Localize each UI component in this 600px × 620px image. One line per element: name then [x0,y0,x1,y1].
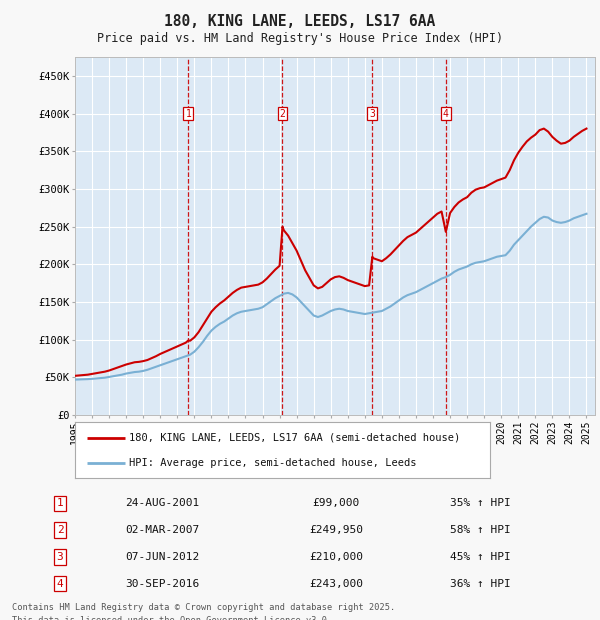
Text: 45% ↑ HPI: 45% ↑ HPI [449,552,511,562]
Text: Contains HM Land Registry data © Crown copyright and database right 2025.: Contains HM Land Registry data © Crown c… [12,603,395,612]
Text: 3: 3 [56,552,64,562]
Text: 3: 3 [370,108,375,118]
Text: 36% ↑ HPI: 36% ↑ HPI [449,578,511,588]
Text: 02-MAR-2007: 02-MAR-2007 [125,525,199,535]
Text: 2: 2 [56,525,64,535]
Text: 180, KING LANE, LEEDS, LS17 6AA: 180, KING LANE, LEEDS, LS17 6AA [164,14,436,29]
Text: 35% ↑ HPI: 35% ↑ HPI [449,498,511,508]
Text: 30-SEP-2016: 30-SEP-2016 [125,578,199,588]
Text: HPI: Average price, semi-detached house, Leeds: HPI: Average price, semi-detached house,… [129,458,416,469]
Text: 07-JUN-2012: 07-JUN-2012 [125,552,199,562]
Text: 4: 4 [443,108,449,118]
Text: 4: 4 [56,578,64,588]
Text: This data is licensed under the Open Government Licence v3.0.: This data is licensed under the Open Gov… [12,616,332,620]
Text: £243,000: £243,000 [309,578,363,588]
Text: 1: 1 [56,498,64,508]
Text: 1: 1 [185,108,191,118]
Text: 2: 2 [280,108,286,118]
Text: £249,950: £249,950 [309,525,363,535]
Text: Price paid vs. HM Land Registry's House Price Index (HPI): Price paid vs. HM Land Registry's House … [97,32,503,45]
Text: £210,000: £210,000 [309,552,363,562]
Text: 180, KING LANE, LEEDS, LS17 6AA (semi-detached house): 180, KING LANE, LEEDS, LS17 6AA (semi-de… [129,433,460,443]
Text: 24-AUG-2001: 24-AUG-2001 [125,498,199,508]
Text: 58% ↑ HPI: 58% ↑ HPI [449,525,511,535]
Text: £99,000: £99,000 [313,498,359,508]
